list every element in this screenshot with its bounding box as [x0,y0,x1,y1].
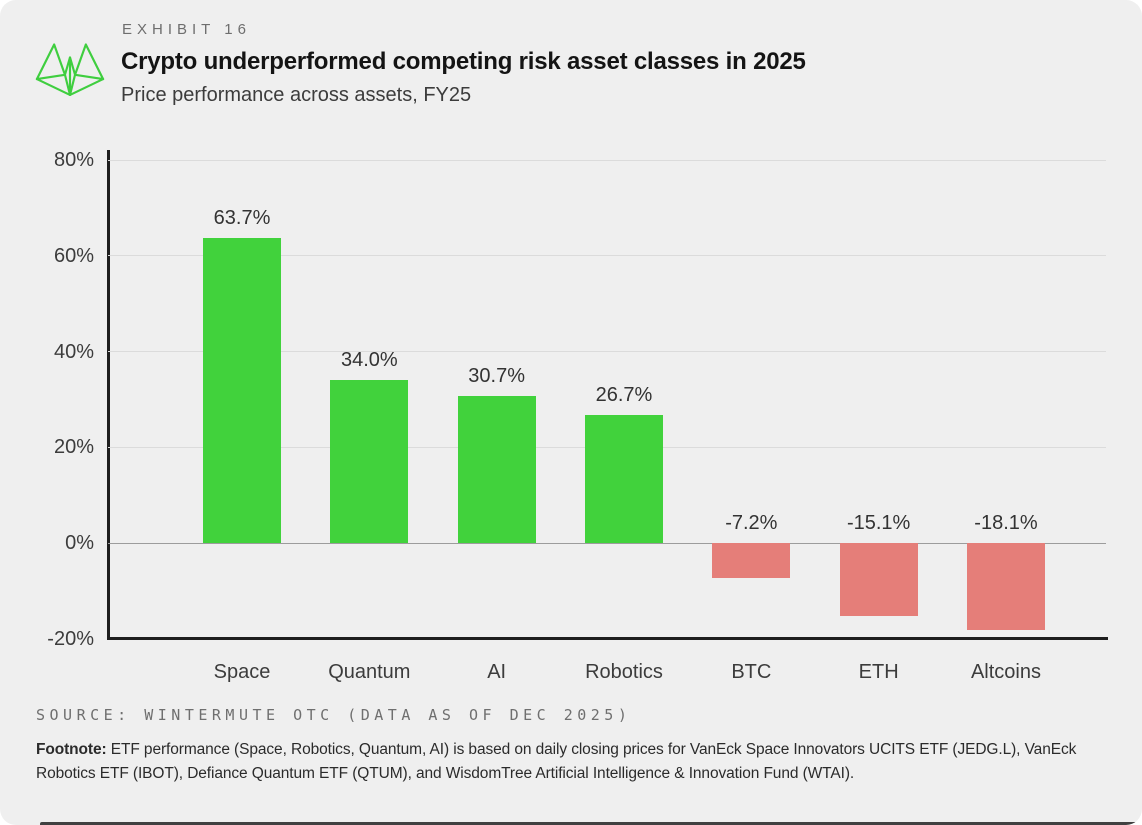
value-label-eth: -15.1% [846,512,911,535]
footnote: Footnote: ETF performance (Space, Roboti… [36,738,1116,786]
gridline [108,159,1106,161]
x-axis-label-quantum: Quantum [328,661,411,683]
y-axis-line [107,150,110,639]
x-axis-line [107,637,1108,640]
y-axis-tick-label: 20% [53,436,94,459]
value-label-robotics: 26.7% [595,384,653,407]
bottom-edge-strip [40,822,1142,825]
bar-space [203,238,281,544]
bar-eth [839,543,918,616]
x-axis-label-robotics: Robotics [585,661,663,683]
chart-subtitle: Price performance across assets, FY25 [121,84,472,106]
exhibit-number-label: EXHIBIT 16 [122,21,251,38]
y-axis-tick-label: 80% [53,149,94,171]
gridline [108,351,1106,353]
x-axis-label-ai: AI [487,661,507,683]
value-label-btc: -7.2% [725,512,778,535]
y-axis-tick-label: -20% [47,628,94,650]
footnote-label: Footnote: [36,741,107,758]
x-axis-label-altcoins: Altcoins [970,661,1041,683]
bar-btc [712,543,791,578]
gridline [108,255,1106,257]
footnote-text: ETF performance (Space, Robotics, Quantu… [36,741,1077,783]
bar-quantum [330,380,409,544]
chart-title: Crypto underperformed competing risk ass… [121,48,806,75]
wintermute-logo-icon [35,43,105,96]
x-axis-label-eth: ETH [858,661,899,683]
value-label-quantum: 34.0% [340,349,398,372]
y-axis-tick-label: 40% [53,340,94,363]
value-label-altcoins: -18.1% [974,512,1038,535]
x-axis-label-btc: BTC [731,661,772,683]
bar-robotics [584,415,663,544]
bar-altcoins [966,543,1045,630]
value-label-space: 63.7% [213,207,271,230]
bar-ai [457,396,536,544]
y-axis-tick-label: 0% [65,532,94,555]
gridline [108,446,1106,448]
source-attribution: SOURCE: WINTERMUTE OTC (DATA AS OF DEC 2… [36,706,632,724]
value-label-ai: 30.7% [468,365,526,388]
zero-gridline [108,542,1106,544]
y-axis-tick-label: 60% [53,244,94,267]
x-axis-label-space: Space [213,661,271,683]
